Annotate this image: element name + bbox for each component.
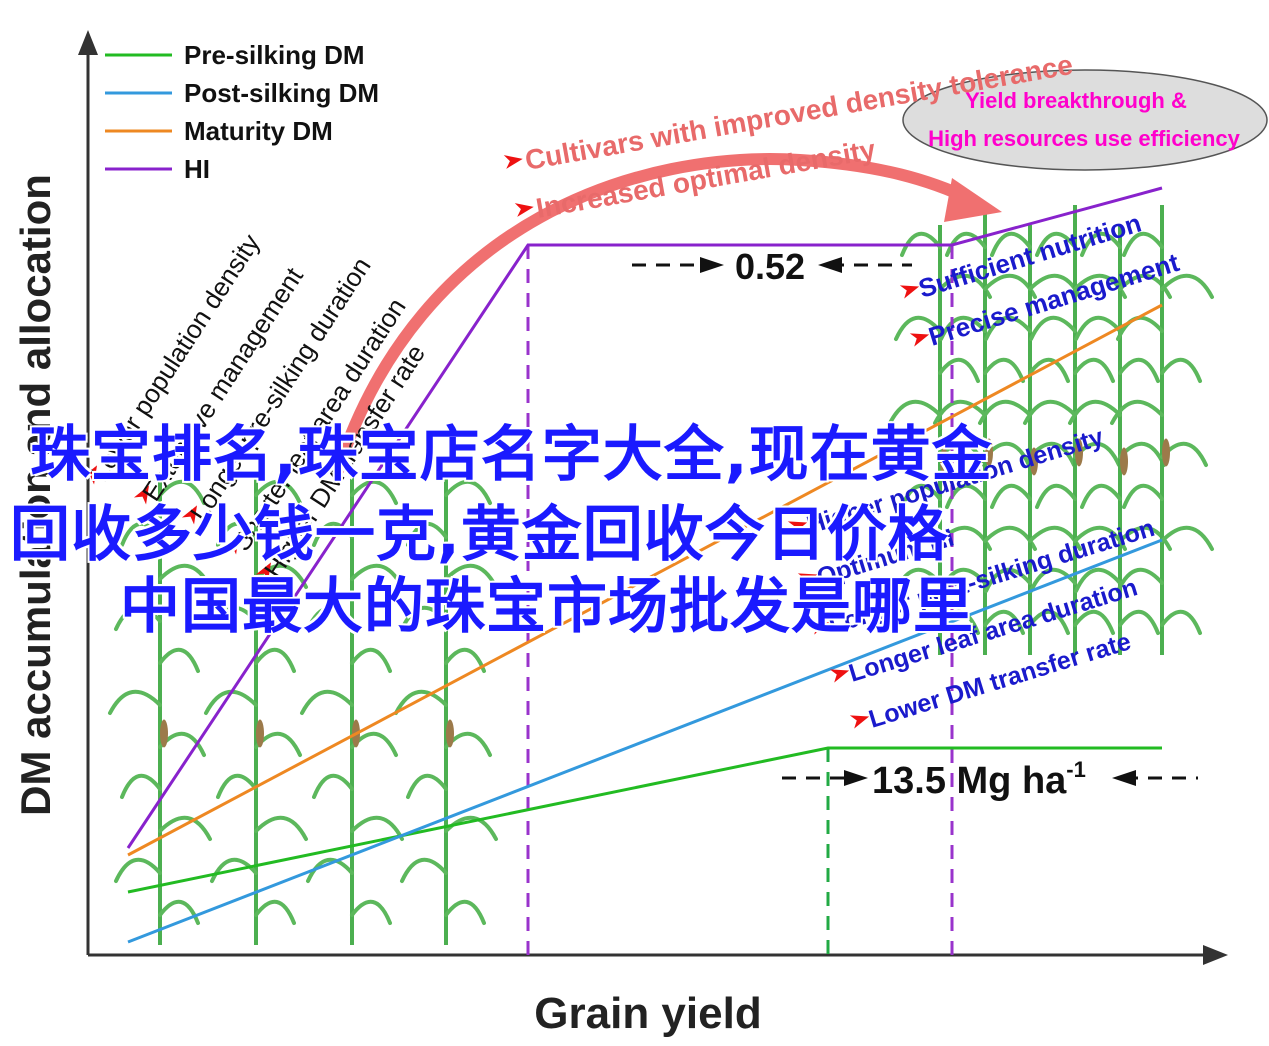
legend-label: HI: [184, 154, 210, 184]
series-hi: [126, 186, 1163, 849]
x-axis-arrow: [1203, 945, 1228, 965]
bullet-arrow-icon: [133, 485, 149, 505]
bullet-arrow-icon: [829, 669, 850, 683]
bullet-arrow-icon: [255, 562, 271, 582]
legend-label: Pre-silking DM: [184, 40, 365, 70]
legend: Pre-silking DM Post-silking DM Maturity DM…: [105, 40, 379, 184]
overlay-title-line-2: 回收多少钱一克,黄金回收今日价格: [10, 500, 949, 570]
yield-label-sup: -1: [1066, 757, 1086, 782]
bullet-arrow-icon: [787, 521, 808, 535]
bullet-arrow-icon: [81, 465, 97, 485]
overlay-title-line-1: 珠宝排名,珠宝店名字大全,现在黄金: [30, 420, 993, 490]
y-axis-arrow: [78, 30, 98, 55]
bullet-arrow-icon: [797, 573, 818, 587]
yield-breakthrough-ellipse: [902, 69, 1268, 171]
bullet-arrow-icon: [909, 333, 930, 347]
corn-plant-icon: [1023, 205, 1127, 655]
bullet-arrow-icon: [809, 621, 830, 635]
y-axis-title: DM accumulation and allocation: [12, 174, 59, 816]
ellipse-line-2: High resources use efficiency: [928, 126, 1241, 151]
bullet-arrow-icon: [181, 505, 197, 525]
corn-plant-icon: [394, 475, 498, 945]
corn-plant-icon: [1068, 225, 1172, 655]
corn-plant-icon: [108, 475, 212, 945]
corn-plant-icon: [300, 475, 404, 945]
overlay-title-line-3: 中国最大的珠宝市场批发是哪里: [120, 572, 974, 642]
bullet-arrow-icon: [514, 203, 534, 217]
improvement-arrow: [332, 153, 978, 476]
bullet-arrow-icon: [899, 285, 920, 299]
yield-label: 13.5 Mg ha: [872, 760, 1067, 802]
series-post-silking-dm: [127, 538, 1163, 944]
corn-plant-icon: [888, 225, 992, 655]
legend-label: Maturity DM: [184, 116, 333, 146]
hi-plateau-marker: 0.52: [632, 246, 912, 287]
series-pre-silking-dm: [127, 746, 1162, 894]
bullet-arrow-icon: [223, 535, 239, 555]
bullet-arrow-icon: [503, 155, 523, 169]
ellipse-line-1: Yield breakthrough &: [965, 88, 1187, 113]
series-maturity-dm: [127, 303, 1163, 857]
corn-plant-icon: [1110, 205, 1214, 655]
legend-label: Post-silking DM: [184, 78, 379, 108]
yield-marker: 13.5 Mg ha-1: [782, 757, 1198, 802]
x-axis-title: Grain yield: [534, 989, 761, 1038]
svg-text:13.5 Mg ha-1: 13.5 Mg ha-1: [872, 757, 1086, 802]
improvement-arrow-head: [944, 178, 1002, 222]
bullet-arrow-icon: [849, 715, 870, 729]
hi-plateau-label: 0.52: [735, 246, 805, 287]
